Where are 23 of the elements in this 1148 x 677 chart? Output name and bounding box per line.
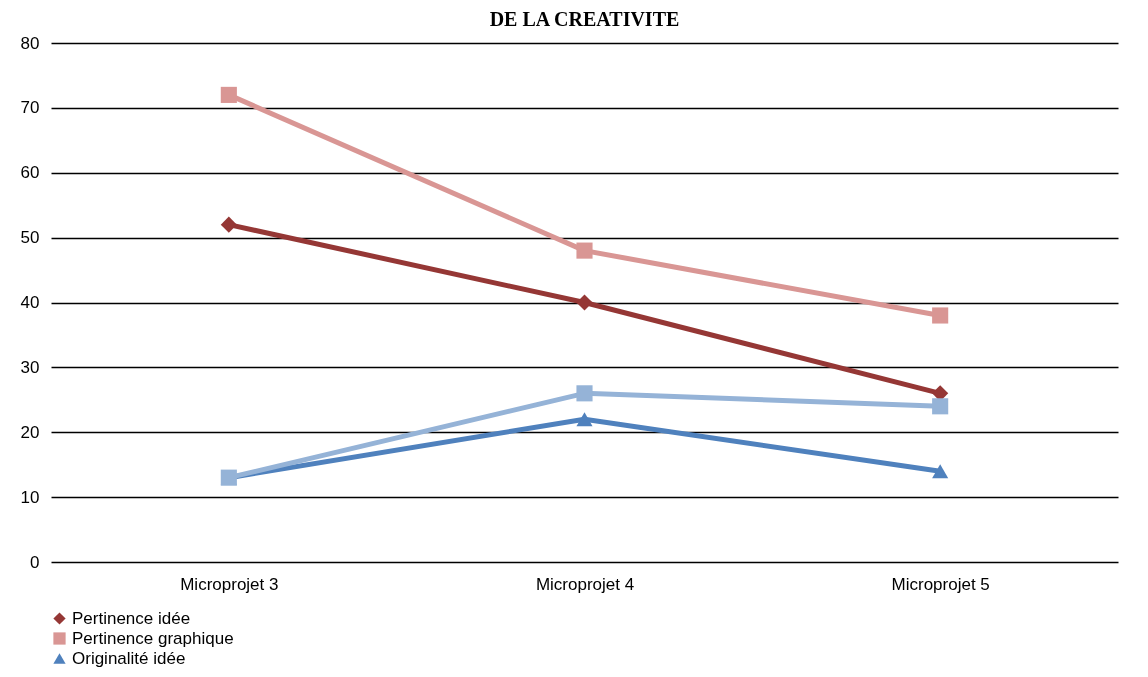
point xyxy=(576,294,593,311)
y-tick-label: 80 xyxy=(20,33,40,53)
point xyxy=(220,86,237,103)
legend-label: Pertinence idée xyxy=(72,608,191,628)
point xyxy=(932,398,949,415)
y-tick-label: 0 xyxy=(30,552,40,572)
point xyxy=(220,216,237,233)
y-tick-label: 40 xyxy=(20,293,40,312)
y-tick-label: 70 xyxy=(20,98,40,118)
point xyxy=(932,307,949,324)
y-tick-label: 50 xyxy=(20,228,40,248)
legend-label: Originalité idée xyxy=(72,648,186,668)
point xyxy=(576,242,593,259)
x-tick-label: Microprojet 3 xyxy=(180,574,279,594)
x-tick-label: Microprojet 4 xyxy=(535,574,635,594)
x-tick-label: Microprojet 5 xyxy=(891,574,990,594)
chart-title: DE LA CREATIVITE xyxy=(489,8,680,30)
y-tick-label: 60 xyxy=(20,163,40,183)
legend-label: Pertinence graphique xyxy=(72,628,234,648)
y-tick-label: 20 xyxy=(20,422,40,442)
y-tick-label: 30 xyxy=(20,357,40,377)
point xyxy=(576,385,593,402)
y-tick-label: 10 xyxy=(20,487,40,507)
